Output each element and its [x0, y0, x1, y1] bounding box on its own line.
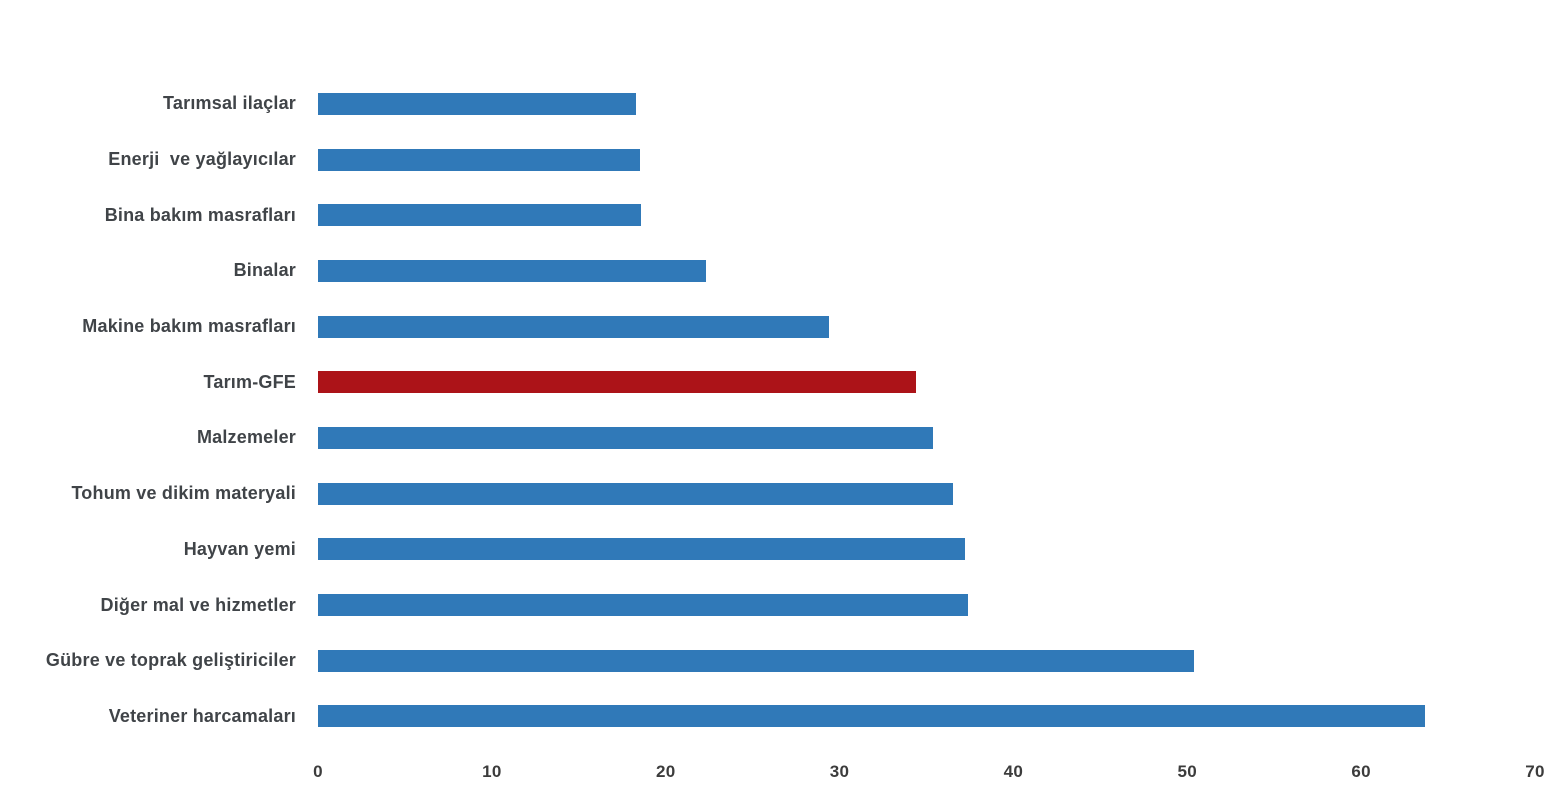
x-axis-tick-label: 30	[829, 762, 850, 781]
category-label: Veteriner harcamaları	[108, 705, 296, 726]
bar	[318, 204, 642, 227]
bar-row: Diğer mal ve hizmetler	[0, 577, 1556, 633]
bar-track	[318, 148, 1535, 171]
bar	[318, 148, 640, 171]
bar-track	[318, 259, 1535, 282]
x-axis-tick-label: 10	[482, 762, 502, 781]
bar	[318, 594, 969, 617]
x-axis-tick-label: 40	[1003, 762, 1024, 781]
bar-row: Bina bakım masrafları	[0, 187, 1556, 243]
category-label: Enerji ve yağlayıcılar	[108, 149, 296, 170]
category-label: Tohum ve dikim materyali	[71, 483, 296, 504]
bar-row: Tohum ve dikim materyali	[0, 466, 1556, 522]
category-label: Bina bakım masrafları	[104, 204, 296, 225]
x-axis-tick-label: 0	[313, 762, 323, 781]
x-axis-tick-label: 20	[655, 762, 676, 781]
bar-highlight	[318, 371, 917, 394]
bar	[318, 426, 934, 449]
x-axis-tick-label: 60	[1351, 762, 1371, 781]
bar-track	[318, 371, 1535, 394]
bar-row: Tarımsal ilaçlar	[0, 76, 1556, 132]
bar-track	[318, 594, 1535, 617]
bar-row: Hayvan yemi	[0, 522, 1556, 578]
bar-row: Veteriner harcamaları	[0, 689, 1556, 745]
bar	[318, 259, 706, 282]
chart-rows: Tarımsal ilaçlar Enerji ve yağlayıcılar Bi…	[0, 76, 1556, 744]
bar-track	[318, 204, 1535, 227]
bar	[318, 92, 637, 115]
category-label: Binalar	[233, 260, 296, 281]
category-label: Tarımsal ilaçlar	[163, 93, 296, 114]
bar-track	[318, 315, 1535, 338]
category-label: Makine bakım masrafları	[82, 316, 296, 337]
bar	[318, 538, 965, 561]
bar	[318, 705, 1426, 728]
bar-track	[318, 92, 1535, 115]
bar-track	[318, 426, 1535, 449]
x-axis: 0 10 20 30 40 50 60 70	[313, 762, 1544, 788]
bar-row: Makine bakım masrafları	[0, 299, 1556, 355]
bar-row: Gübre ve toprak geliştiriciler	[0, 633, 1556, 689]
bar-row: Malzemeler	[0, 410, 1556, 466]
bar-track	[318, 705, 1535, 728]
bar-row: Tarım-GFE	[0, 354, 1556, 410]
bar-row: Enerji ve yağlayıcılar	[0, 132, 1556, 188]
bar-track	[318, 482, 1535, 505]
bar-row: Binalar	[0, 243, 1556, 299]
bar-track	[318, 649, 1535, 672]
bar	[318, 482, 953, 505]
category-label: Gübre ve toprak geliştiriciler	[45, 650, 296, 671]
category-label: Tarım-GFE	[203, 371, 296, 392]
bar	[318, 315, 830, 338]
bar-track	[318, 538, 1535, 561]
category-label: Diğer mal ve hizmetler	[100, 594, 296, 615]
category-label: Malzemeler	[196, 427, 296, 448]
bar	[318, 649, 1195, 672]
x-axis-tick-label: 50	[1177, 762, 1198, 781]
x-axis-tick-label: 70	[1525, 762, 1545, 781]
category-label: Hayvan yemi	[183, 538, 296, 559]
